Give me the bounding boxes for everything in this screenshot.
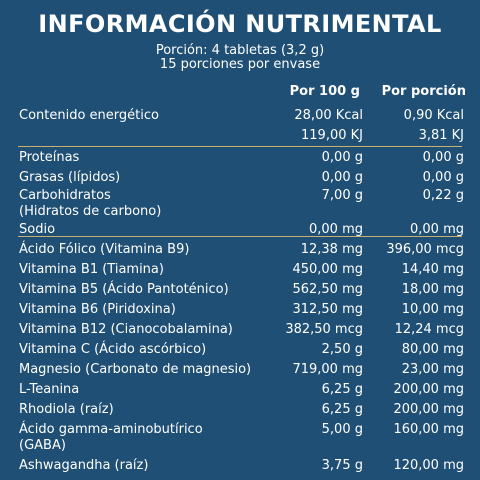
value-per-serving: 396,00 mcg	[386, 242, 464, 257]
table-row: Magnesio (Carbonato de magnesio) 719,00 m…	[0, 362, 480, 378]
value-per-serving: 160,00 mg	[393, 422, 464, 437]
section-divider	[18, 236, 462, 237]
value-per-serving: 12,24 mcg	[394, 322, 464, 337]
value-per-serving: 0,22 g	[422, 188, 464, 203]
value-per-serving: 14,40 mg	[401, 262, 464, 277]
table-row: Ashwagandha (raíz) 3,75 g 120,00 mg	[0, 458, 480, 474]
table-row: Vitamina C (Ácido ascórbico) 2,50 g 80,00 …	[0, 342, 480, 358]
value-per-serving: 3,81 KJ	[418, 128, 464, 143]
serving-size: Porción: 4 tabletas (3,2 g)	[155, 43, 325, 58]
value-per-100g: 0,00 mg	[309, 222, 363, 237]
value-per-100g: 6,25 g	[321, 382, 363, 397]
value-per-serving: 80,00 mg	[401, 342, 464, 357]
nutrient-label: Vitamina B1 (Tiamina)	[19, 262, 164, 277]
value-per-100g: 0,00 g	[321, 170, 363, 185]
value-per-100g: 450,00 mg	[292, 262, 363, 277]
value-per-serving: 0,00 g	[422, 150, 464, 165]
table-row: Sodio 0,00 mg 0,00 mg	[0, 222, 480, 238]
nutrient-label: Ácido Fólico (Vitamina B9)	[19, 242, 190, 257]
nutrient-label: Grasas (lípidos)	[19, 170, 121, 185]
table-row: Vitamina B12 (Cianocobalamina) 382,50 mcg…	[0, 322, 480, 338]
value-per-100g: 7,00 g	[321, 188, 363, 203]
table-row: Rhodiola (raíz) 6,25 g 200,00 mg	[0, 402, 480, 418]
nutrient-label: L-Teanina	[19, 382, 80, 397]
panel-title: INFORMACIÓN NUTRIMENTAL	[38, 10, 442, 38]
value-per-100g: 562,50 mg	[292, 282, 363, 297]
nutrient-label: Contenido energético	[19, 108, 159, 123]
nutrient-label: Proteínas	[19, 150, 80, 165]
table-row: Ácido Fólico (Vitamina B9) 12,38 mg 396,00…	[0, 242, 480, 258]
value-per-100g: 6,25 g	[321, 402, 363, 417]
table-row: L-Teanina 6,25 g 200,00 mg	[0, 382, 480, 398]
value-per-100g: 312,50 mg	[292, 302, 363, 317]
nutrient-label: Ashwagandha (raíz)	[19, 458, 149, 473]
table-row: Carbohidratos (Hidratos de carbono) 7,00 …	[0, 188, 480, 220]
value-per-serving: 200,00 mg	[393, 382, 464, 397]
value-per-100g: 12,38 mg	[300, 242, 363, 257]
value-per-serving: 200,00 mg	[393, 402, 464, 417]
column-header-per-100g: Por 100 g	[289, 84, 360, 99]
table-row: Vitamina B1 (Tiamina) 450,00 mg 14,40 mg	[0, 262, 480, 278]
nutrient-label: Vitamina B12 (Cianocobalamina)	[19, 322, 233, 337]
table-row: Grasas (lípidos) 0,00 g 0,00 g	[0, 170, 480, 186]
value-per-serving: 0,00 g	[422, 170, 464, 185]
serving-info: Porción: 4 tabletas (3,2 g) 15 porciones…	[0, 44, 480, 72]
value-per-100g: 5,00 g	[321, 422, 363, 437]
table-row: Ácido gamma-aminobutírico (GABA) 5,00 g 16…	[0, 422, 480, 454]
value-per-100g: 0,00 g	[321, 150, 363, 165]
value-per-serving: 18,00 mg	[401, 282, 464, 297]
table-row: Vitamina B5 (Ácido Pantoténico) 562,50 mg…	[0, 282, 480, 298]
value-per-100g: 719,00 mg	[292, 362, 363, 377]
value-per-serving: 120,00 mg	[393, 458, 464, 473]
value-per-serving: 23,00 mg	[401, 362, 464, 377]
value-per-serving: 0,00 mg	[410, 222, 464, 237]
value-per-serving: 0,90 Kcal	[403, 108, 464, 123]
nutrient-label: Vitamina C (Ácido ascórbico)	[19, 342, 207, 357]
nutrient-label: Sodio	[19, 222, 56, 237]
nutrient-label: Vitamina B6 (Piridoxina)	[19, 302, 176, 317]
value-per-100g: 3,75 g	[321, 458, 363, 473]
nutrient-label: Vitamina B5 (Ácido Pantoténico)	[19, 282, 229, 297]
nutrient-label: Magnesio (Carbonato de magnesio)	[19, 362, 252, 377]
table-row: Contenido energético 28,00 Kcal 0,90 Kcal	[0, 108, 480, 124]
section-divider	[18, 146, 462, 147]
value-per-100g: 2,50 g	[321, 342, 363, 357]
column-header-per-serving: Por porción	[381, 84, 466, 99]
table-row: Proteínas 0,00 g 0,00 g	[0, 150, 480, 166]
value-per-100g: 119,00 KJ	[301, 128, 363, 143]
table-row: 119,00 KJ 3,81 KJ	[0, 128, 480, 144]
value-per-100g: 28,00 Kcal	[294, 108, 363, 123]
nutrient-label: Carbohidratos (Hidratos de carbono)	[19, 188, 162, 219]
value-per-100g: 382,50 mcg	[285, 322, 363, 337]
nutrient-label: Rhodiola (raíz)	[19, 402, 114, 417]
table-row: Vitamina B6 (Piridoxina) 312,50 mg 10,00 m…	[0, 302, 480, 318]
servings-per-container: 15 porciones por envase	[159, 57, 321, 72]
nutrient-label: Ácido gamma-aminobutírico (GABA)	[19, 422, 203, 453]
value-per-serving: 10,00 mg	[401, 302, 464, 317]
